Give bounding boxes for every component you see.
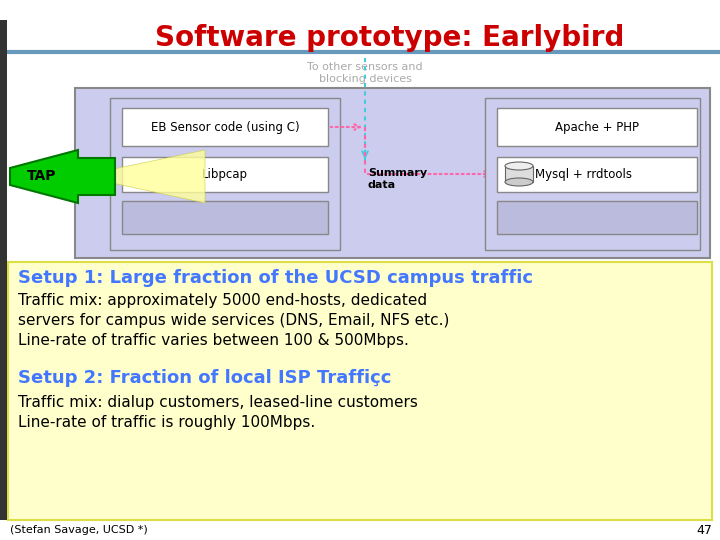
- Text: TAP: TAP: [27, 169, 57, 183]
- Text: Setup 1: Large fraction of the UCSD campus traffic: Setup 1: Large fraction of the UCSD camp…: [18, 269, 533, 287]
- Text: Software prototype: Earlybird: Software prototype: Earlybird: [156, 24, 625, 52]
- Ellipse shape: [505, 178, 533, 186]
- Polygon shape: [80, 150, 205, 203]
- Text: Mysql + rrdtools: Mysql + rrdtools: [535, 168, 632, 181]
- Text: Line-rate of traffic varies between 100 & 500Mbps.: Line-rate of traffic varies between 100 …: [18, 333, 409, 348]
- FancyBboxPatch shape: [505, 166, 533, 182]
- Text: Apache + PHP: Apache + PHP: [555, 120, 639, 133]
- Text: EB Sensor code (using C): EB Sensor code (using C): [150, 120, 300, 133]
- Text: (Stefan Savage, UCSD *): (Stefan Savage, UCSD *): [10, 525, 148, 535]
- Text: Setup 2: Fraction of local ISP Traffiçc: Setup 2: Fraction of local ISP Traffiçc: [18, 369, 392, 387]
- FancyBboxPatch shape: [0, 20, 7, 520]
- FancyBboxPatch shape: [485, 98, 700, 250]
- Text: Line-rate of traffic is roughly 100Mbps.: Line-rate of traffic is roughly 100Mbps.: [18, 415, 315, 429]
- Text: Summary
data: Summary data: [368, 168, 427, 190]
- FancyBboxPatch shape: [122, 157, 328, 192]
- Text: Libpcap: Libpcap: [202, 168, 248, 181]
- Polygon shape: [10, 150, 115, 203]
- FancyBboxPatch shape: [122, 201, 328, 234]
- Text: servers for campus wide services (DNS, Email, NFS etc.): servers for campus wide services (DNS, E…: [18, 313, 449, 327]
- Text: To other sensors and
blocking devices: To other sensors and blocking devices: [307, 62, 423, 84]
- FancyBboxPatch shape: [497, 108, 697, 146]
- FancyBboxPatch shape: [497, 201, 697, 234]
- FancyBboxPatch shape: [8, 262, 712, 520]
- FancyBboxPatch shape: [497, 157, 697, 192]
- Text: 47: 47: [696, 523, 712, 537]
- FancyBboxPatch shape: [75, 88, 710, 258]
- Text: Traffic mix: dialup customers, leased-line customers: Traffic mix: dialup customers, leased-li…: [18, 395, 418, 409]
- Ellipse shape: [505, 162, 533, 170]
- FancyBboxPatch shape: [122, 108, 328, 146]
- Text: Traffic mix: approximately 5000 end-hosts, dedicated: Traffic mix: approximately 5000 end-host…: [18, 293, 427, 307]
- FancyBboxPatch shape: [110, 98, 340, 250]
